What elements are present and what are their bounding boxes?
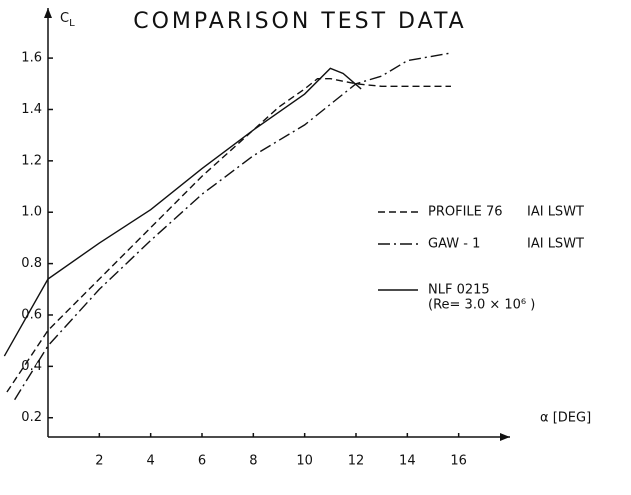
y-tick-label: 0.8: [21, 256, 42, 271]
x-tick-label: 16: [450, 454, 467, 469]
y-label-main: C: [60, 11, 69, 26]
y-label-sub: L: [69, 18, 75, 29]
x-tick-label: 4: [147, 454, 155, 469]
y-tick-label: 0.6: [21, 307, 42, 322]
series-line: [6, 77, 451, 393]
x-axis-arrow: [500, 433, 510, 441]
x-tick-label: 12: [348, 454, 365, 469]
x-axis-label: α [DEG]: [540, 411, 591, 426]
legend-note: IAI LSWT: [527, 237, 584, 252]
y-tick-label: 1.4: [21, 102, 42, 117]
legend-label: GAW - 1: [428, 237, 480, 252]
x-tick-label: 6: [198, 454, 206, 469]
legend-label: PROFILE 76: [428, 205, 503, 220]
y-axis-label: CL: [60, 11, 75, 30]
legend-label: NLF 0215: [428, 283, 490, 298]
x-tick-label: 10: [296, 454, 313, 469]
chart-title: COMPARISON TEST DATA: [133, 9, 467, 34]
legend-note: IAI LSWT: [527, 205, 584, 220]
series-line: [14, 52, 452, 401]
y-tick-label: 1.2: [21, 153, 42, 168]
legend-note: (Re= 3.0 × 10⁶ ): [428, 298, 535, 313]
y-tick-label: 0.2: [21, 410, 42, 425]
x-tick-label: 8: [249, 454, 257, 469]
y-tick-label: 1.0: [21, 205, 42, 220]
y-axis-arrow: [43, 8, 52, 18]
series-line: [3, 67, 362, 357]
y-tick-label: 1.6: [21, 51, 42, 66]
x-tick-label: 14: [399, 454, 416, 469]
x-tick-label: 2: [95, 454, 103, 469]
